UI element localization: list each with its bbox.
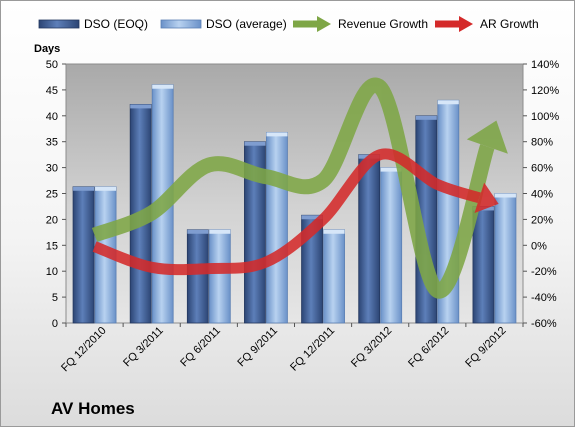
y-left-tick-label: 0 [52, 318, 58, 330]
y-right-tick-label: -60% [531, 318, 557, 330]
line-series [92, 148, 499, 276]
bar-cap [130, 104, 152, 109]
bar-cap [95, 186, 117, 191]
bar-cap [323, 229, 345, 234]
x-tick-label: FQ 9/2011 [235, 325, 280, 370]
x-tick-label: FQ 3/2011 [121, 325, 166, 370]
y-right-tick-label: 120% [531, 85, 559, 97]
bar-cap [380, 167, 402, 172]
line-series [91, 77, 508, 299]
legend-arrow [459, 16, 473, 32]
bar-group [208, 229, 231, 324]
arrow-head [466, 120, 508, 154]
bar-group [358, 154, 381, 324]
bar [472, 206, 495, 324]
bar-group [380, 167, 403, 324]
bar [380, 167, 403, 324]
bar-cap [415, 115, 437, 120]
bar-group [186, 229, 209, 324]
arrow-head [474, 182, 499, 213]
y-right-tick-label: -20% [531, 266, 557, 278]
y-left-tick-label: 25 [46, 189, 58, 201]
x-tick-label: FQ 6/2012 [406, 325, 451, 370]
series-line [91, 77, 495, 299]
bar-cap [494, 193, 516, 198]
y-left-tick-label: 50 [46, 59, 58, 71]
y-left-tick-label: 30 [46, 163, 58, 175]
legend-swatch [160, 19, 202, 29]
legend-item: AR Growth [435, 16, 539, 32]
y-left-tick-label: 40 [46, 111, 58, 123]
legend-arrow [317, 16, 331, 32]
legend-item: DSO (EOQ) [38, 17, 148, 31]
y-right-tick-label: 0% [531, 240, 547, 252]
bar [494, 193, 517, 324]
x-tick-label: FQ 6/2011 [178, 325, 223, 370]
y-left-tick-label: 10 [46, 266, 58, 278]
legend-item: DSO (average) [160, 17, 287, 31]
bar [323, 229, 345, 324]
y-left-axis-label: Days [34, 43, 60, 55]
chart-company-title: AV Homes [51, 399, 135, 418]
y-right-tick-label: 60% [531, 163, 553, 175]
y-right-tick-label: 140% [531, 59, 559, 71]
legend-label: Revenue Growth [338, 17, 428, 31]
series-line [92, 148, 482, 276]
legend-label: DSO (average) [206, 17, 287, 31]
bar-cap [266, 132, 288, 137]
bar-group [244, 141, 266, 324]
y-left-tick-label: 35 [46, 137, 58, 149]
y-right-tick-label: -40% [531, 292, 557, 304]
bar-group [323, 229, 345, 324]
x-tick-label: FQ 12/2011 [288, 325, 337, 374]
y-right-tick-label: 20% [531, 214, 553, 226]
bar-group [266, 131, 288, 324]
y-left-tick-label: 5 [52, 292, 58, 304]
bar-group [472, 206, 495, 324]
bar-cap [301, 215, 323, 220]
x-tick-label: FQ 3/2012 [349, 325, 394, 370]
bar [208, 229, 231, 324]
legend-item: Revenue Growth [293, 16, 428, 32]
y-left-tick-label: 15 [46, 240, 58, 252]
y-right-tick-label: 100% [531, 111, 559, 123]
y-right-tick-label: 40% [531, 189, 553, 201]
legend-swatch [38, 19, 80, 29]
legend-label: AR Growth [480, 17, 539, 31]
bar-group [301, 214, 323, 324]
y-left-tick-label: 20 [46, 214, 58, 226]
x-tick-label: FQ 9/2012 [463, 325, 508, 370]
legend-label: DSO (EOQ) [84, 17, 148, 31]
x-tick-label: FQ 12/2010 [59, 325, 109, 375]
bar [358, 154, 381, 324]
bar-cap [244, 141, 266, 146]
bar-cap [187, 229, 209, 234]
y-right-tick-label: 80% [531, 137, 553, 149]
bar [72, 186, 95, 324]
bar-cap [73, 186, 95, 191]
bar [186, 229, 209, 324]
y-left-tick-label: 45 [46, 85, 58, 97]
bar-cap [152, 84, 174, 89]
bar-group [494, 193, 517, 324]
bar [266, 131, 288, 324]
bar-group [72, 186, 95, 324]
bar-cap [209, 229, 231, 234]
bar-cap [437, 100, 459, 105]
